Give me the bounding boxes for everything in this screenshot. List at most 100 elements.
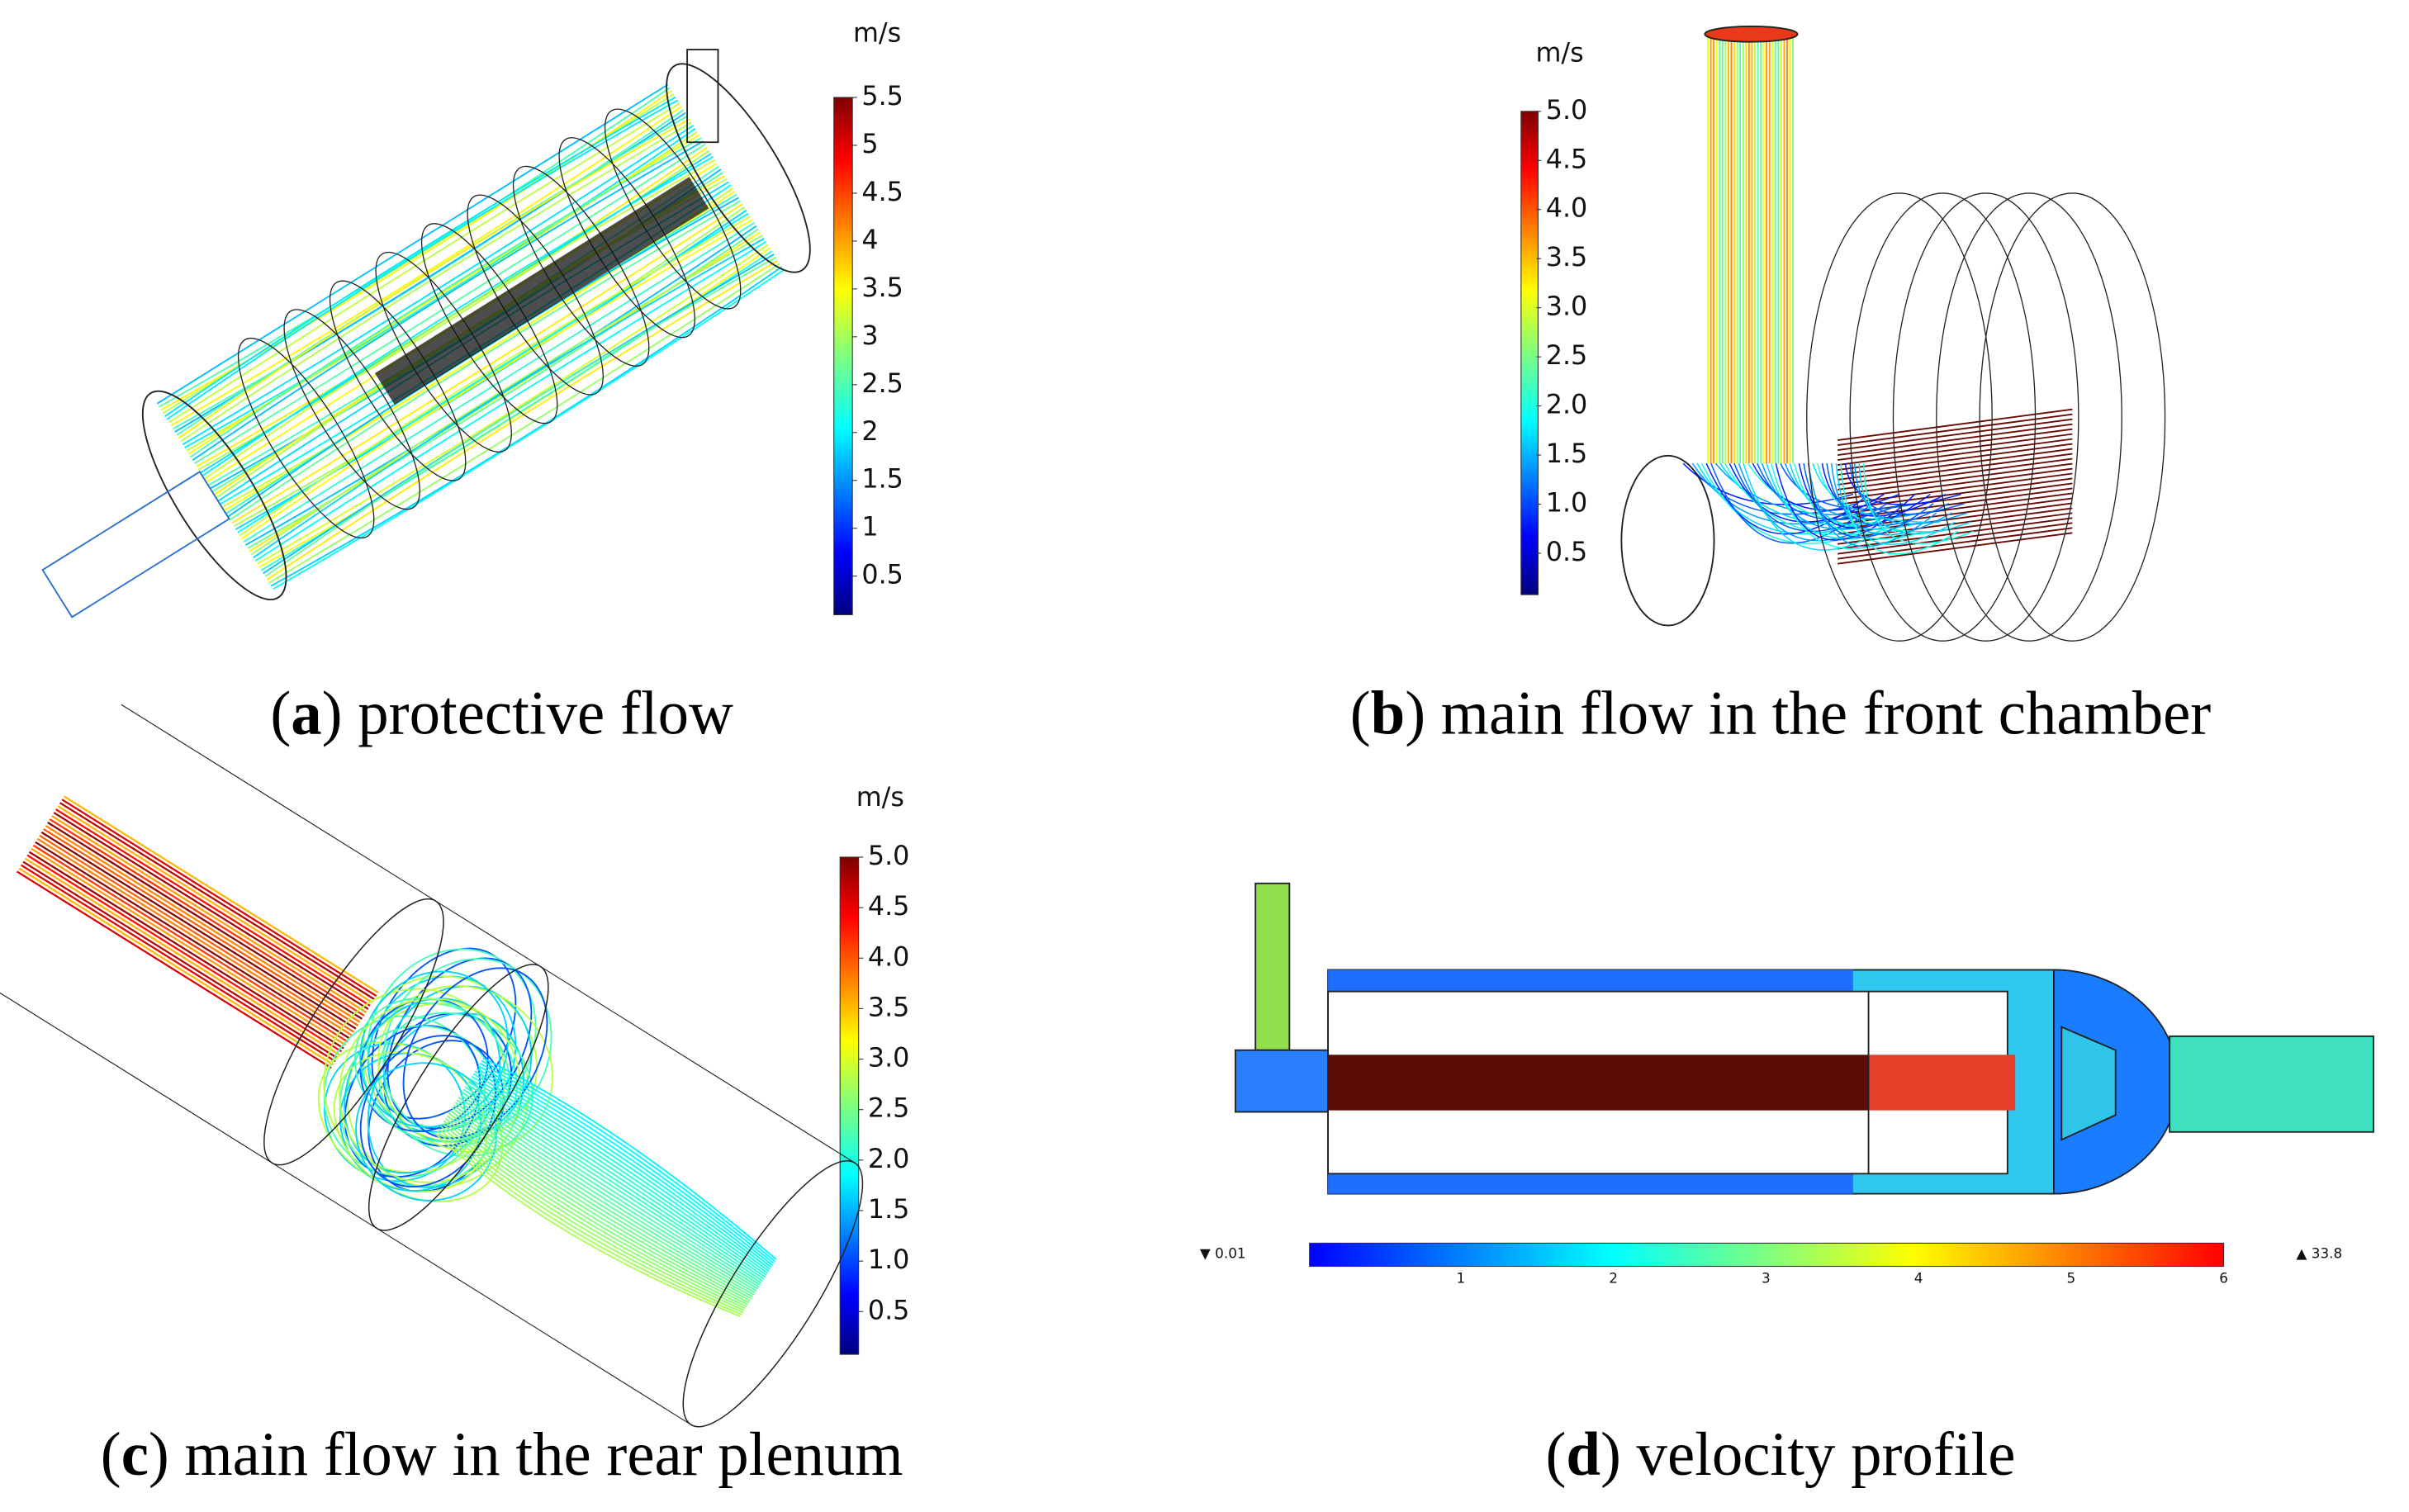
caption: (a) protective flow [270, 679, 733, 747]
caption-letter: b [1371, 679, 1406, 747]
tube [1838, 438, 2073, 471]
streamline [194, 143, 706, 464]
streamline-illustrations [0, 26, 2166, 1428]
core [374, 177, 709, 405]
streamline [36, 837, 353, 1036]
colorbar-tick-label: 2.5 [1546, 341, 1588, 371]
streamline [270, 266, 783, 587]
caption-open: ( [1545, 1420, 1566, 1489]
inlet [41, 471, 230, 619]
streamline [1757, 462, 1903, 520]
streamline [31, 847, 347, 1046]
streamline [229, 200, 742, 521]
streamline [1784, 462, 1922, 520]
tube [1838, 462, 2073, 495]
streamline [1830, 463, 1952, 536]
colorbar-tick-label: 4.5 [861, 178, 903, 207]
ring [283, 309, 420, 510]
colorbar-tick-label: 2 [1609, 1269, 1618, 1286]
caption: (c) main flow in the rear plenum [101, 1420, 903, 1489]
streamline [190, 137, 702, 458]
streamline [24, 857, 340, 1056]
streamline [1724, 462, 1881, 536]
streamline [456, 1099, 757, 1292]
streamline [454, 1102, 756, 1294]
colorbar [1309, 1242, 2225, 1268]
streamline [1821, 463, 1947, 517]
pipe-top [1704, 26, 1799, 43]
streamline [63, 795, 379, 994]
streamline [53, 812, 369, 1010]
streamline [1789, 462, 1925, 530]
tube [1838, 443, 2073, 476]
streamline [439, 1126, 745, 1311]
streamline [166, 99, 679, 420]
streamline [241, 219, 753, 540]
outlet-pipe [686, 49, 719, 144]
streamline [18, 867, 334, 1066]
outline [121, 704, 856, 1164]
streamline [264, 256, 776, 577]
colorbar-tick-label: 5.0 [1546, 96, 1588, 126]
colorbar-tick-label: 1.0 [1546, 489, 1588, 519]
tube [1838, 413, 2073, 447]
end-cap [666, 63, 811, 273]
caption-letter: a [291, 679, 321, 747]
loop [355, 1062, 497, 1202]
caption-text: ) main flow in the front chamber [1405, 679, 2211, 747]
ring [1979, 192, 2166, 642]
ring [237, 337, 375, 539]
caption-text: ) main flow in the rear plenum [149, 1420, 903, 1489]
colorbar-tick-label: 1.5 [861, 465, 903, 495]
streamline [1853, 463, 1968, 525]
colorbar-tick-label: 1.5 [1546, 439, 1588, 469]
colorbar-tick-label: 1.5 [868, 1195, 910, 1225]
streamline [35, 841, 351, 1040]
caption-text: ) velocity profile [1600, 1420, 2016, 1489]
colorbar-tick-label: 0.5 [861, 561, 903, 590]
streamline [16, 870, 332, 1069]
colorbar-max: ▲ 33.8 [2296, 1245, 2342, 1262]
colorbar-tick-label: 0.5 [1546, 538, 1588, 567]
streamline [434, 1133, 742, 1317]
streamline [436, 1130, 742, 1315]
streamline [231, 203, 743, 524]
colorbar-tick-label: 3.0 [868, 1044, 910, 1074]
loop [359, 1035, 497, 1188]
colorbar-tick-label: 0.5 [868, 1296, 910, 1325]
caption-letter: c [121, 1420, 149, 1489]
loop [339, 1025, 502, 1187]
tube [1838, 467, 2073, 500]
colorbar-tick-label: 5 [861, 130, 878, 159]
velocity-schematic [1234, 882, 2374, 1195]
colorbar-tick-label: 1 [1457, 1269, 1466, 1286]
streamline [51, 815, 367, 1013]
streamline [266, 259, 779, 581]
colorbar [1520, 111, 1539, 595]
streamline [164, 96, 676, 417]
tube [1838, 423, 2073, 456]
tube [1838, 418, 2073, 452]
streamline [170, 106, 682, 427]
caption-open: ( [1350, 679, 1371, 747]
streamline [459, 1093, 760, 1288]
colorbar-unit: m/s [856, 783, 904, 813]
streamline [481, 1059, 775, 1263]
streamline [479, 1062, 775, 1264]
streamline [184, 127, 696, 448]
colorbar-tick-label: 4 [1914, 1269, 1923, 1286]
streamline [438, 1128, 744, 1314]
streamline [462, 1088, 762, 1284]
colorbar-tick-label: 2.0 [868, 1145, 910, 1174]
streamline [192, 140, 704, 462]
colorbar-tick-label: 4.5 [1546, 145, 1588, 174]
ring [1892, 192, 2079, 642]
streamline [1794, 462, 1928, 540]
streamline [49, 818, 365, 1017]
colorbar-tick-label: 5 [2067, 1269, 2076, 1286]
streamline [168, 102, 680, 424]
streamline [1780, 462, 1918, 510]
colorbar-tick-label: 2.5 [861, 369, 903, 399]
colorbar [839, 856, 860, 1355]
streamline [273, 269, 785, 590]
